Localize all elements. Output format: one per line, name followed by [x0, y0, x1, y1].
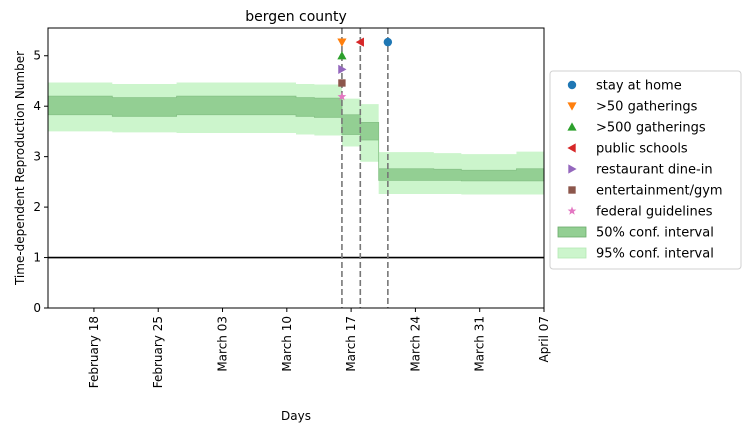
- legend-label-50-conf-interval: 50% conf. interval: [596, 226, 714, 241]
- x-tick-label: March 31: [473, 316, 487, 372]
- marker-stay-at-home: [383, 37, 393, 47]
- legend-swatch-500-gatherings: [567, 122, 577, 131]
- legend-swatch-stay-at-home: [567, 80, 577, 90]
- y-axis-label: Time-dependent Reproduction Number: [13, 51, 27, 286]
- y-tick-label: 4: [33, 99, 41, 113]
- y-tick-label: 2: [33, 200, 41, 214]
- plot-frame: [47, 27, 545, 309]
- legend-label-500-gatherings: >500 gatherings: [596, 121, 706, 136]
- legend-label-95-conf-interval: 95% conf. interval: [596, 247, 714, 262]
- marker-federal-guidelines: [337, 92, 347, 101]
- legend-label-entertainment-gym: entertainment/gym: [596, 184, 723, 199]
- legend-swatch-entertainment-gym: [568, 186, 576, 194]
- y-tick-label: 1: [33, 251, 41, 265]
- chart-title: bergen county: [245, 9, 347, 25]
- x-tick-label: March 17: [344, 316, 358, 372]
- legend-box: [549, 70, 742, 270]
- x-tick-label: February 25: [151, 316, 165, 388]
- x-tick-label: March 03: [216, 316, 230, 372]
- legend-label-federal-guidelines: federal guidelines: [596, 205, 713, 220]
- y-axis: 0 1 2 3 4 5: [33, 49, 48, 315]
- y-tick-label: 5: [33, 49, 41, 63]
- legend-swatch-federal-guidelines: [567, 206, 577, 215]
- legend-swatch-50-gatherings: [567, 102, 577, 111]
- y-tick-label: 0: [33, 301, 41, 315]
- marker-restaurant-dine-in: [338, 64, 347, 74]
- x-tick-label: February 18: [87, 316, 101, 388]
- marker-entertainment-gym: [338, 79, 346, 87]
- x-tick-label: April 07: [537, 316, 551, 363]
- marker-50-gatherings: [337, 38, 347, 47]
- x-tick-label: March 24: [408, 316, 422, 372]
- x-tick-label: March 10: [280, 316, 294, 372]
- x-axis-label: Days: [281, 409, 311, 423]
- intervention-lines: [341, 28, 389, 308]
- legend-label-50-gatherings: >50 gatherings: [596, 100, 698, 115]
- marker-500-gatherings: [337, 51, 347, 60]
- marker-public-schools: [355, 37, 364, 47]
- confidence-bands: [47, 82, 545, 195]
- legend-swatch-50-conf-interval: [557, 226, 587, 238]
- legend-swatch-restaurant-dine-in: [568, 164, 577, 174]
- intervention-markers: [337, 37, 393, 101]
- legend-label-stay-at-home: stay at home: [596, 79, 682, 94]
- y-tick-label: 3: [33, 150, 41, 164]
- legend-swatch-95-conf-interval: [557, 247, 587, 259]
- legend: stay at home >50 gatherings >500 gathering…: [549, 70, 742, 270]
- x-axis: February 18 February 25 March 03 March 10 Ma…: [87, 308, 551, 388]
- legend-label-restaurant-dine-in: restaurant dine-in: [596, 163, 713, 178]
- legend-label-public-schools: public schools: [596, 142, 688, 157]
- legend-swatch-public-schools: [567, 143, 576, 153]
